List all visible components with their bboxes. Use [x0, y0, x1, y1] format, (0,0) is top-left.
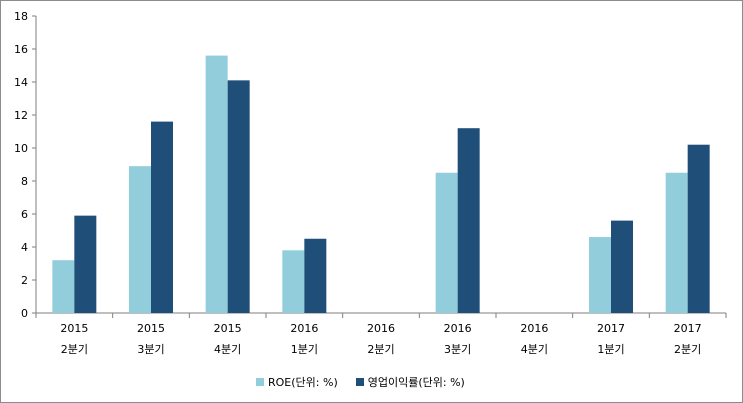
y-tick-label: 6	[21, 208, 28, 221]
x-axis	[35, 312, 727, 318]
category-labels: 2015 2분기 2015 3분기 2015 4분기 2016 1분기 2016 2분기 2016 3…	[60, 322, 701, 356]
legend-item-roe: ROE(단위: %)	[256, 374, 338, 390]
x-category-year: 2016	[367, 322, 395, 335]
bar-operating-margin	[151, 121, 173, 313]
legend: ROE(단위: %) 영업이익률(단위: %)	[256, 374, 465, 390]
x-category-year: 2016	[290, 322, 318, 335]
bars	[52, 55, 710, 313]
y-axis: 0 2 4 6 8 10 12 14 16 18	[14, 10, 37, 320]
x-category-year: 2016	[520, 322, 548, 335]
y-tick-label: 12	[14, 109, 28, 122]
legend-item-operating-margin: 영업이익률(단위: %)	[355, 374, 465, 390]
bar-roe	[129, 166, 151, 313]
bar-roe	[52, 260, 75, 313]
y-tick-label: 10	[14, 142, 28, 155]
x-category-year: 2015	[60, 322, 88, 335]
bar-roe	[282, 250, 305, 313]
bar-operating-margin	[687, 144, 710, 313]
x-category-year: 2015	[137, 322, 165, 335]
x-category-quarter: 2분기	[674, 343, 701, 356]
x-category-quarter: 2분기	[367, 343, 394, 356]
x-category-quarter: 3분기	[137, 343, 164, 356]
legend-label-roe: ROE(단위: %)	[268, 376, 338, 389]
bar-roe	[205, 55, 228, 313]
x-category-year: 2015	[214, 322, 242, 335]
x-category-year: 2017	[597, 322, 625, 335]
y-tick-label: 18	[14, 10, 28, 23]
y-tick-label: 8	[21, 175, 28, 188]
bar-operating-margin	[457, 128, 480, 313]
y-tick-label: 16	[14, 43, 28, 56]
x-category-year: 2017	[674, 322, 702, 335]
x-category-quarter: 4분기	[521, 343, 548, 356]
y-tick-label: 2	[21, 274, 28, 287]
x-category-quarter: 1분기	[597, 343, 624, 356]
legend-label-operating-margin: 영업이익률(단위: %)	[367, 376, 465, 389]
bar-operating-margin	[227, 80, 250, 313]
legend-swatch-roe	[256, 378, 264, 386]
y-tick-label: 4	[21, 241, 28, 254]
bar-roe	[665, 172, 688, 313]
x-category-year: 2016	[444, 322, 472, 335]
bar-operating-margin	[74, 215, 97, 313]
y-tick-label: 0	[21, 307, 28, 320]
x-category-quarter: 2분기	[61, 343, 88, 356]
x-category-quarter: 3분기	[444, 343, 471, 356]
x-category-quarter: 1분기	[291, 343, 318, 356]
bar-roe	[589, 237, 611, 313]
bar-roe	[435, 172, 458, 313]
bar-operating-margin	[611, 220, 633, 313]
legend-swatch-operating-margin	[355, 378, 364, 386]
x-category-quarter: 4분기	[214, 343, 241, 356]
bar-operating-margin	[304, 238, 327, 313]
y-tick-label: 14	[14, 76, 28, 89]
